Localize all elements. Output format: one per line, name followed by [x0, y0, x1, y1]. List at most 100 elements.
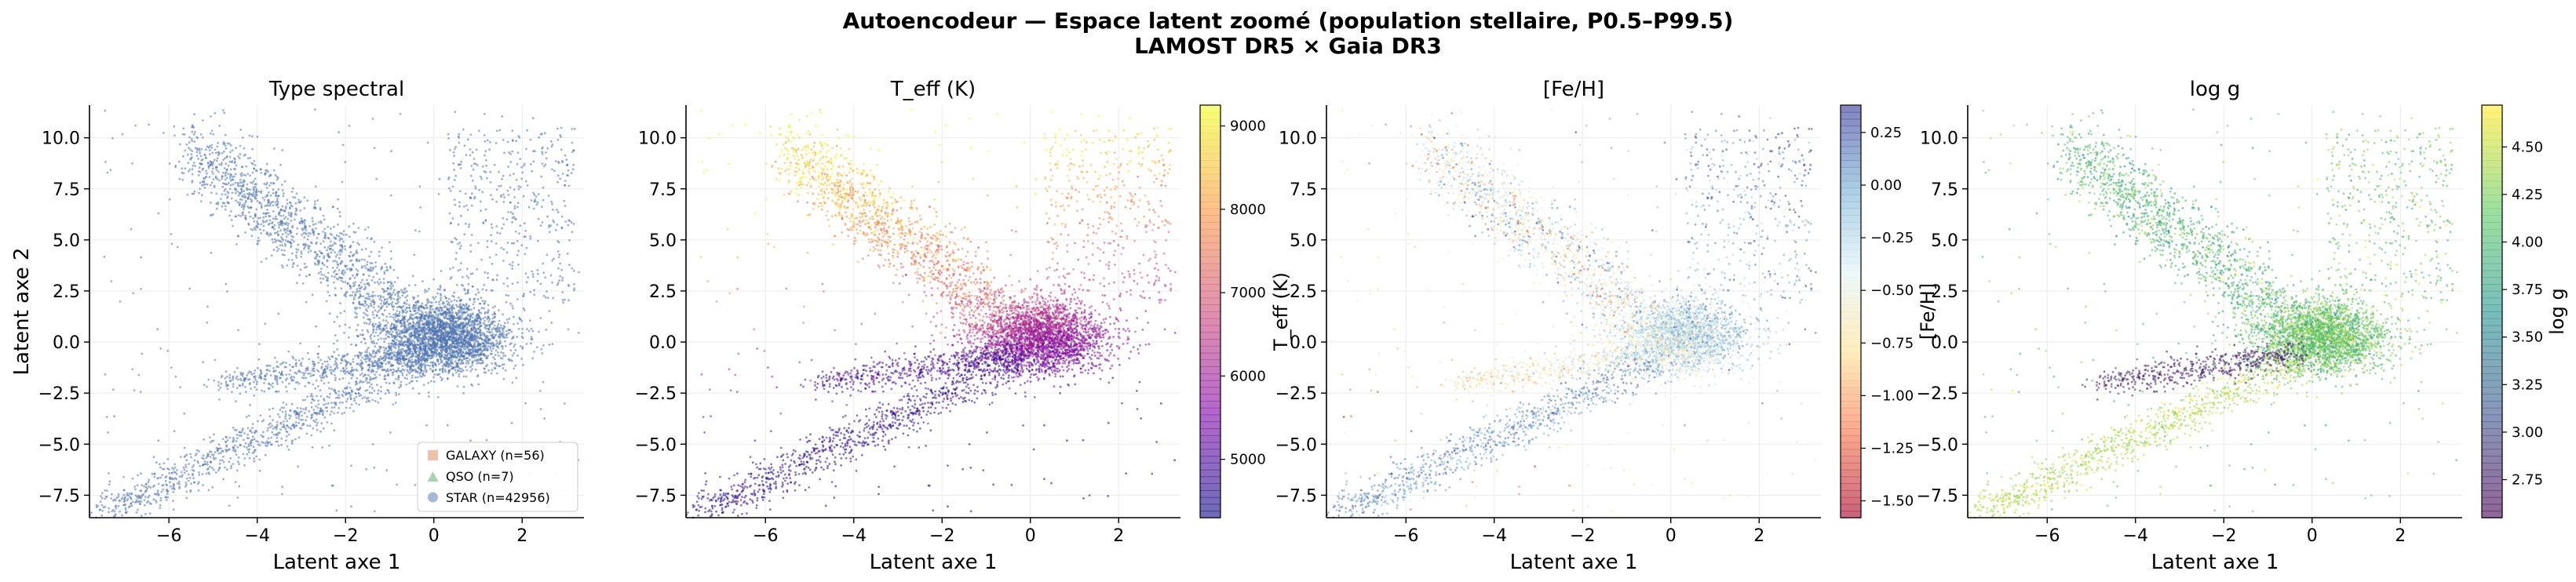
- scatter-point: [108, 511, 110, 514]
- scatter-point: [296, 227, 298, 230]
- scatter-point: [448, 298, 451, 300]
- scatter-point: [432, 369, 434, 372]
- scatter-point: [249, 449, 251, 451]
- scatter-point: [113, 515, 115, 518]
- scatter-point: [397, 293, 400, 296]
- scatter-point: [443, 312, 446, 315]
- scatter-point: [473, 356, 476, 358]
- scatter-point: [279, 416, 281, 418]
- scatter-point: [157, 492, 159, 494]
- scatter-point: [345, 265, 347, 267]
- scatter-point: [303, 236, 305, 238]
- scatter-point: [281, 426, 283, 428]
- scatter-point: [458, 296, 460, 299]
- scatter-point: [322, 363, 324, 366]
- scatter-point: [239, 182, 241, 184]
- scatter-point: [231, 219, 233, 221]
- scatter-point: [322, 278, 324, 280]
- scatter-point: [327, 280, 329, 282]
- scatter-point: [349, 387, 352, 389]
- scatter-point: [206, 473, 208, 475]
- scatter-point: [285, 418, 287, 420]
- scatter-point: [355, 392, 357, 395]
- scatter-point: [230, 184, 232, 187]
- scatter-point: [318, 221, 320, 224]
- scatter-point: [248, 415, 250, 417]
- scatter-point: [300, 201, 302, 203]
- scatter-point: [465, 293, 467, 295]
- scatter-point: [370, 262, 372, 264]
- scatter-point: [396, 331, 398, 333]
- scatter-point: [280, 444, 283, 446]
- scatter-point: [395, 336, 397, 338]
- scatter-point: [388, 345, 390, 347]
- scatter-point: [358, 388, 360, 391]
- scatter-point: [205, 157, 207, 159]
- scatter-point: [483, 324, 486, 326]
- scatter-point: [228, 460, 230, 463]
- scatter-point: [379, 295, 381, 297]
- scatter-point: [494, 321, 496, 323]
- scatter-point: [304, 263, 306, 265]
- scatter-point: [310, 395, 312, 397]
- scatter-point: [455, 323, 458, 326]
- scatter-point: [206, 464, 209, 466]
- scatter-point: [266, 440, 268, 442]
- scatter-point: [500, 325, 502, 327]
- scatter-point: [210, 441, 212, 443]
- scatter-point: [424, 291, 426, 293]
- scatter-point: [421, 345, 424, 347]
- scatter-point: [446, 332, 448, 334]
- scatter-point: [101, 492, 104, 494]
- scatter-point: [373, 317, 375, 319]
- scatter-point: [330, 245, 333, 247]
- scatter-point: [221, 206, 224, 208]
- scatter-point: [393, 318, 396, 321]
- scatter-point: [271, 431, 273, 434]
- scatter-point: [193, 140, 195, 143]
- scatter-point: [209, 450, 211, 453]
- scatter-point: [323, 264, 326, 267]
- scatter-point: [232, 379, 234, 381]
- scatter-point: [323, 255, 326, 257]
- scatter-point: [181, 471, 183, 474]
- scatter-point: [465, 307, 468, 309]
- scatter-point: [516, 336, 518, 338]
- scatter-point: [229, 151, 232, 154]
- scatter-point: [252, 217, 254, 220]
- scatter-point: [316, 422, 319, 424]
- scatter-point: [286, 230, 289, 232]
- scatter-point: [417, 336, 419, 338]
- scatter-point: [301, 234, 303, 236]
- scatter-point: [170, 486, 172, 488]
- scatter-point: [228, 449, 230, 451]
- scatter-point: [301, 227, 303, 230]
- scatter-point: [288, 449, 290, 451]
- scatter-point: [245, 174, 247, 176]
- scatter-point: [266, 430, 268, 432]
- scatter-point: [333, 351, 335, 353]
- scatter-point: [454, 369, 457, 372]
- scatter-point: [442, 333, 444, 336]
- scatter-point: [422, 374, 425, 376]
- scatter-point: [444, 369, 447, 371]
- scatter-point: [410, 358, 413, 361]
- scatter-point: [240, 431, 243, 434]
- scatter-point: [194, 460, 196, 462]
- scatter-point: [394, 293, 396, 296]
- scatter-point: [223, 151, 225, 153]
- scatter-point: [370, 333, 373, 336]
- scatter-point: [524, 309, 526, 311]
- scatter-point: [304, 220, 306, 222]
- scatter-point: [334, 242, 336, 244]
- scatter-point: [316, 256, 318, 258]
- scatter-point: [363, 274, 365, 276]
- scatter-point: [279, 229, 282, 231]
- scatter-point: [443, 289, 446, 291]
- scatter-point: [345, 295, 347, 297]
- scatter-point: [274, 232, 276, 235]
- scatter-point: [466, 369, 469, 372]
- scatter-point: [262, 431, 265, 434]
- scatter-point: [382, 327, 385, 329]
- scatter-point: [358, 404, 360, 406]
